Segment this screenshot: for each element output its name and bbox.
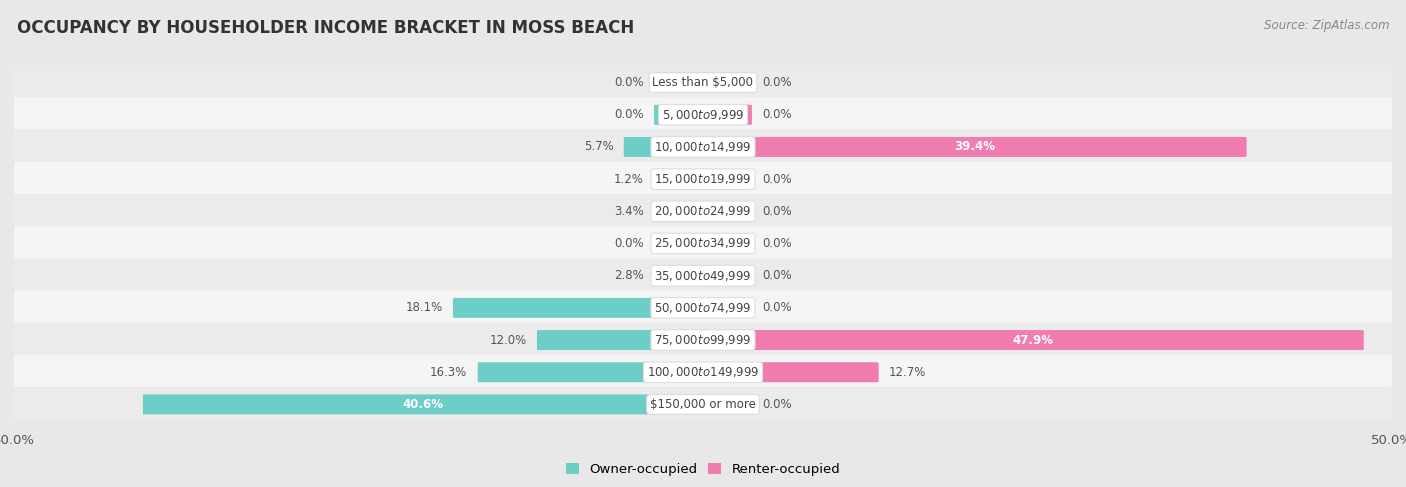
Text: Source: ZipAtlas.com: Source: ZipAtlas.com <box>1264 19 1389 33</box>
FancyBboxPatch shape <box>14 162 1392 197</box>
FancyBboxPatch shape <box>703 330 1364 350</box>
Text: 0.0%: 0.0% <box>762 205 792 218</box>
FancyBboxPatch shape <box>14 355 1392 390</box>
FancyBboxPatch shape <box>654 169 703 189</box>
Text: 0.0%: 0.0% <box>762 301 792 315</box>
Text: 0.0%: 0.0% <box>762 108 792 121</box>
Text: 0.0%: 0.0% <box>614 76 644 89</box>
Text: 1.2%: 1.2% <box>614 172 644 186</box>
FancyBboxPatch shape <box>703 105 752 125</box>
Text: 2.8%: 2.8% <box>614 269 644 282</box>
Text: $35,000 to $49,999: $35,000 to $49,999 <box>654 269 752 282</box>
FancyBboxPatch shape <box>143 394 703 414</box>
FancyBboxPatch shape <box>14 258 1392 293</box>
FancyBboxPatch shape <box>703 201 752 221</box>
Text: $150,000 or more: $150,000 or more <box>650 398 756 411</box>
FancyBboxPatch shape <box>478 362 703 382</box>
Text: 18.1%: 18.1% <box>405 301 443 315</box>
FancyBboxPatch shape <box>703 73 752 93</box>
Text: 0.0%: 0.0% <box>614 237 644 250</box>
Text: $15,000 to $19,999: $15,000 to $19,999 <box>654 172 752 186</box>
Text: OCCUPANCY BY HOUSEHOLDER INCOME BRACKET IN MOSS BEACH: OCCUPANCY BY HOUSEHOLDER INCOME BRACKET … <box>17 19 634 37</box>
Text: $5,000 to $9,999: $5,000 to $9,999 <box>662 108 744 122</box>
FancyBboxPatch shape <box>14 290 1392 325</box>
FancyBboxPatch shape <box>537 330 703 350</box>
Text: 0.0%: 0.0% <box>762 398 792 411</box>
Text: $20,000 to $24,999: $20,000 to $24,999 <box>654 205 752 218</box>
FancyBboxPatch shape <box>703 234 752 253</box>
Text: 0.0%: 0.0% <box>762 269 792 282</box>
FancyBboxPatch shape <box>703 137 1247 157</box>
FancyBboxPatch shape <box>14 226 1392 261</box>
Text: 0.0%: 0.0% <box>762 237 792 250</box>
FancyBboxPatch shape <box>654 201 703 221</box>
Text: 16.3%: 16.3% <box>430 366 467 379</box>
Text: $10,000 to $14,999: $10,000 to $14,999 <box>654 140 752 154</box>
Text: 12.7%: 12.7% <box>889 366 927 379</box>
FancyBboxPatch shape <box>703 169 752 189</box>
FancyBboxPatch shape <box>14 194 1392 229</box>
Text: 47.9%: 47.9% <box>1012 334 1053 347</box>
FancyBboxPatch shape <box>703 298 752 318</box>
Text: Less than $5,000: Less than $5,000 <box>652 76 754 89</box>
Text: 12.0%: 12.0% <box>489 334 527 347</box>
FancyBboxPatch shape <box>654 234 703 253</box>
FancyBboxPatch shape <box>14 387 1392 422</box>
Text: 39.4%: 39.4% <box>953 140 995 153</box>
Text: $100,000 to $149,999: $100,000 to $149,999 <box>647 365 759 379</box>
FancyBboxPatch shape <box>14 130 1392 164</box>
FancyBboxPatch shape <box>703 266 752 286</box>
Text: 0.0%: 0.0% <box>762 172 792 186</box>
Text: 0.0%: 0.0% <box>762 76 792 89</box>
Text: 0.0%: 0.0% <box>614 108 644 121</box>
Text: $50,000 to $74,999: $50,000 to $74,999 <box>654 301 752 315</box>
FancyBboxPatch shape <box>654 105 703 125</box>
Text: 5.7%: 5.7% <box>583 140 613 153</box>
FancyBboxPatch shape <box>14 97 1392 132</box>
Text: $25,000 to $34,999: $25,000 to $34,999 <box>654 237 752 250</box>
FancyBboxPatch shape <box>654 73 703 93</box>
FancyBboxPatch shape <box>654 266 703 286</box>
FancyBboxPatch shape <box>624 137 703 157</box>
FancyBboxPatch shape <box>703 394 752 414</box>
Text: 40.6%: 40.6% <box>402 398 444 411</box>
Text: $75,000 to $99,999: $75,000 to $99,999 <box>654 333 752 347</box>
FancyBboxPatch shape <box>703 362 879 382</box>
Text: 3.4%: 3.4% <box>614 205 644 218</box>
Legend: Owner-occupied, Renter-occupied: Owner-occupied, Renter-occupied <box>560 458 846 481</box>
FancyBboxPatch shape <box>453 298 703 318</box>
FancyBboxPatch shape <box>14 65 1392 100</box>
FancyBboxPatch shape <box>14 323 1392 357</box>
